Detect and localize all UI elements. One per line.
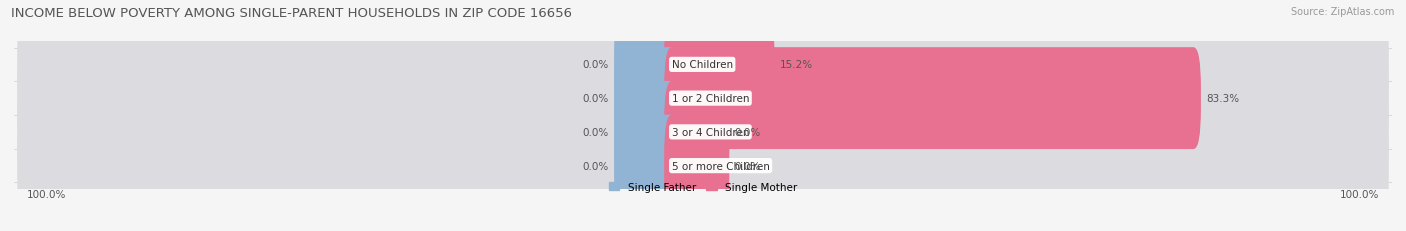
Text: No Children: No Children <box>672 60 733 70</box>
FancyBboxPatch shape <box>664 82 730 183</box>
Legend: Single Father, Single Mother: Single Father, Single Mother <box>605 178 801 196</box>
FancyBboxPatch shape <box>662 105 1389 227</box>
Text: INCOME BELOW POVERTY AMONG SINGLE-PARENT HOUSEHOLDS IN ZIP CODE 16656: INCOME BELOW POVERTY AMONG SINGLE-PARENT… <box>11 7 572 20</box>
Text: 100.0%: 100.0% <box>27 189 66 199</box>
FancyBboxPatch shape <box>614 14 679 116</box>
Text: 0.0%: 0.0% <box>583 94 609 104</box>
FancyBboxPatch shape <box>17 38 681 160</box>
Text: 83.3%: 83.3% <box>1206 94 1239 104</box>
Text: 15.2%: 15.2% <box>779 60 813 70</box>
Text: 0.0%: 0.0% <box>734 127 761 137</box>
FancyBboxPatch shape <box>17 71 681 193</box>
FancyBboxPatch shape <box>614 115 679 217</box>
FancyBboxPatch shape <box>17 4 681 126</box>
FancyBboxPatch shape <box>664 48 1201 149</box>
FancyBboxPatch shape <box>17 105 681 227</box>
Text: 100.0%: 100.0% <box>1340 189 1379 199</box>
Text: 5 or more Children: 5 or more Children <box>672 161 769 171</box>
FancyBboxPatch shape <box>664 14 775 116</box>
Text: 0.0%: 0.0% <box>583 127 609 137</box>
Text: Source: ZipAtlas.com: Source: ZipAtlas.com <box>1291 7 1395 17</box>
FancyBboxPatch shape <box>614 82 679 183</box>
FancyBboxPatch shape <box>614 48 679 149</box>
Text: 0.0%: 0.0% <box>583 161 609 171</box>
Text: 1 or 2 Children: 1 or 2 Children <box>672 94 749 104</box>
Text: 3 or 4 Children: 3 or 4 Children <box>672 127 749 137</box>
FancyBboxPatch shape <box>662 71 1389 193</box>
Text: 0.0%: 0.0% <box>583 60 609 70</box>
FancyBboxPatch shape <box>662 4 1389 126</box>
Text: 0.0%: 0.0% <box>734 161 761 171</box>
FancyBboxPatch shape <box>664 115 730 217</box>
FancyBboxPatch shape <box>662 38 1389 160</box>
